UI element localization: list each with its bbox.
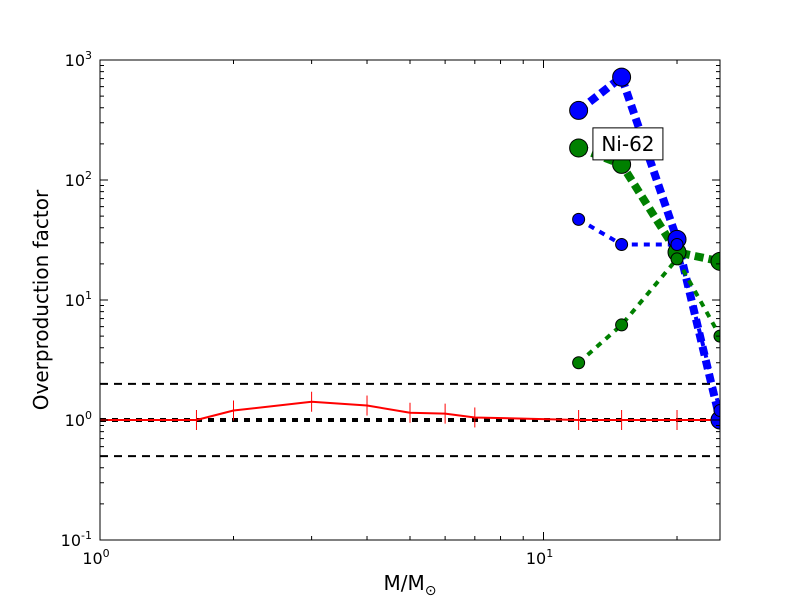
series-3-point-0 xyxy=(572,212,586,226)
y-tick-label-2: 101 xyxy=(65,289,92,310)
plot-area-series xyxy=(100,67,720,458)
x-tick-label-1: 101 xyxy=(526,547,553,568)
series-4-point-1 xyxy=(615,318,629,332)
y-tick-label-0: 10-1 xyxy=(61,529,92,550)
series-1-point-0 xyxy=(569,100,589,120)
y-axis-label: Overproduction factor xyxy=(29,189,53,410)
annotation-layer: Ni-62 xyxy=(592,127,664,161)
series-3-point-1 xyxy=(615,238,629,252)
series-2-point-3 xyxy=(710,251,720,271)
x-tick-label-0: 100 xyxy=(82,547,109,568)
series-4-point-2 xyxy=(670,252,684,266)
annotation-label: Ni-62 xyxy=(601,132,654,156)
y-tick-label-4: 103 xyxy=(65,49,92,70)
series-0-line xyxy=(100,400,720,421)
x-axis-label: M/M⊙ xyxy=(384,571,437,599)
series-2-point-0 xyxy=(569,138,589,158)
annotation-box xyxy=(592,127,664,161)
series-3-point-2 xyxy=(670,238,684,252)
series-3-point-3 xyxy=(713,404,720,417)
series-4-point-0 xyxy=(572,356,586,370)
series-3-line xyxy=(577,217,720,412)
series-4-line xyxy=(577,256,720,365)
series-1-point-1 xyxy=(612,67,632,87)
y-tick-label-3: 102 xyxy=(65,169,92,190)
y-tick-label-1: 100 xyxy=(65,409,92,430)
series-2-line xyxy=(577,144,720,266)
